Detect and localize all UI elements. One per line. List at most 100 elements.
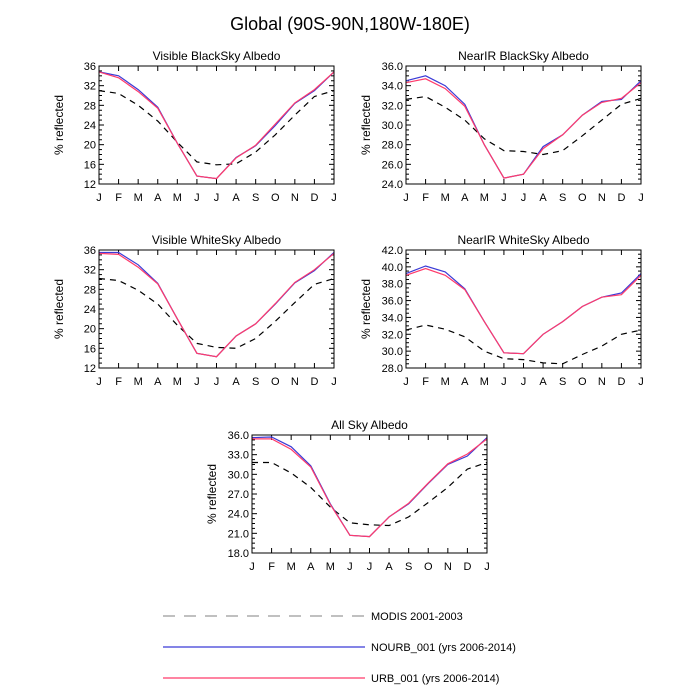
x-tick-label: M [441, 192, 450, 204]
y-tick-label: 30.0 [382, 120, 403, 132]
x-tick-label: O [578, 192, 587, 204]
y-axis-label: % reflected [359, 279, 373, 339]
panel-title: Visible WhiteSky Albedo [152, 233, 282, 247]
series-line-urb [405, 78, 642, 179]
x-tick-label: S [252, 376, 259, 388]
y-tick-label: 36.0 [228, 430, 249, 442]
x-tick-label: M [480, 192, 489, 204]
y-tick-label: 12 [84, 179, 96, 191]
y-tick-label: 33.0 [228, 450, 249, 462]
x-tick-label: J [331, 376, 337, 388]
y-tick-label: 20 [84, 140, 96, 152]
y-tick-label: 28.0 [382, 363, 403, 375]
panel-2: NearIR BlackSky Albedo % reflected 24.0 26.… [359, 49, 644, 204]
y-tick-label: 30.0 [382, 346, 403, 358]
figure-title: Global (90S-90N,180W-180E) [230, 14, 470, 34]
x-tick-label: N [444, 561, 452, 573]
x-tick-label: J [214, 376, 220, 388]
y-tick-label: 28 [84, 100, 96, 112]
x-tick-label: J [403, 376, 409, 388]
panel-5: All Sky Albedo % reflected 18.0 21.0 24.0 27.… [205, 418, 490, 573]
series-line-urb [405, 267, 642, 355]
x-tick-label: J [96, 192, 102, 204]
y-tick-label: 32.0 [382, 100, 403, 112]
plot-frame [98, 249, 335, 369]
x-tick-label: M [326, 561, 335, 573]
x-tick-label: A [461, 192, 469, 204]
x-tick-label: A [232, 192, 240, 204]
plot-frame [405, 65, 642, 185]
y-tick-label: 40.0 [382, 262, 403, 274]
panel-3: Visible WhiteSky Albedo % reflected 12 16 20… [52, 233, 337, 388]
y-axis-label: % reflected [359, 95, 373, 155]
y-tick-label: 18.0 [228, 548, 249, 560]
x-tick-label: A [461, 376, 469, 388]
series-line-modis [98, 277, 335, 349]
x-tick-label: D [617, 192, 625, 204]
x-tick-label: D [310, 376, 318, 388]
x-tick-label: J [638, 376, 644, 388]
y-tick-label: 24.0 [228, 509, 249, 521]
x-tick-label: D [310, 192, 318, 204]
x-tick-label: F [115, 192, 122, 204]
plot-frame [405, 249, 642, 369]
y-tick-label: 36 [84, 245, 96, 257]
x-tick-label: J [501, 192, 507, 204]
x-tick-label: A [539, 192, 547, 204]
y-tick-label: 24 [84, 304, 96, 316]
y-tick-label: 12 [84, 363, 96, 375]
x-tick-label: F [268, 561, 275, 573]
x-tick-label: N [291, 376, 299, 388]
x-tick-label: J [521, 376, 527, 388]
x-tick-label: A [385, 561, 393, 573]
y-tick-label: 24.0 [382, 179, 403, 191]
panel-1: Visible BlackSky Albedo % reflected 12 16 20… [52, 49, 337, 204]
x-tick-label: F [422, 376, 429, 388]
x-tick-label: A [307, 561, 315, 573]
y-tick-label: 21.0 [228, 528, 249, 540]
x-tick-label: O [578, 376, 587, 388]
y-tick-label: 28.0 [382, 140, 403, 152]
legend-label-1: MODIS 2001-2003 [371, 611, 463, 623]
series-line-modis [252, 461, 488, 527]
y-tick-label: 26.0 [382, 159, 403, 171]
x-tick-label: F [422, 192, 429, 204]
x-tick-label: J [331, 192, 337, 204]
y-axis-label: % reflected [205, 464, 219, 524]
panel-title: Visible BlackSky Albedo [153, 49, 281, 63]
y-tick-label: 36 [84, 61, 96, 73]
x-tick-label: D [463, 561, 471, 573]
x-tick-label: J [367, 561, 373, 573]
y-tick-label: 38.0 [382, 279, 403, 291]
y-tick-label: 32 [84, 81, 96, 93]
x-tick-label: J [521, 192, 527, 204]
x-tick-label: J [347, 561, 353, 573]
legend: MODIS 2001-2003 NOURB_001 (yrs 2006-2014)… [163, 611, 516, 685]
legend-label-2: NOURB_001 (yrs 2006-2014) [371, 642, 516, 654]
y-tick-label: 36.0 [382, 296, 403, 308]
y-tick-label: 28 [84, 284, 96, 296]
y-tick-label: 16 [84, 159, 96, 171]
legend-label-3: URB_001 (yrs 2006-2014) [371, 673, 499, 685]
panel-title: All Sky Albedo [331, 418, 408, 432]
x-tick-label: S [405, 561, 412, 573]
x-tick-label: J [501, 376, 507, 388]
series-line-urb [98, 71, 335, 180]
y-tick-label: 30.0 [228, 469, 249, 481]
x-tick-label: N [598, 376, 606, 388]
x-tick-label: J [194, 192, 200, 204]
x-tick-label: S [559, 376, 566, 388]
y-tick-label: 32.0 [382, 329, 403, 341]
y-tick-label: 32 [84, 265, 96, 277]
series-line-modis [405, 324, 642, 365]
y-tick-label: 20 [84, 324, 96, 336]
series-line-nourb [405, 265, 642, 355]
series-line-modis [405, 95, 642, 156]
x-tick-label: M [287, 561, 296, 573]
series-line-modis [98, 90, 335, 166]
x-tick-label: F [115, 376, 122, 388]
series-line-nourb [405, 75, 642, 179]
y-tick-label: 16 [84, 343, 96, 355]
panel-title: NearIR WhiteSky Albedo [457, 233, 589, 247]
